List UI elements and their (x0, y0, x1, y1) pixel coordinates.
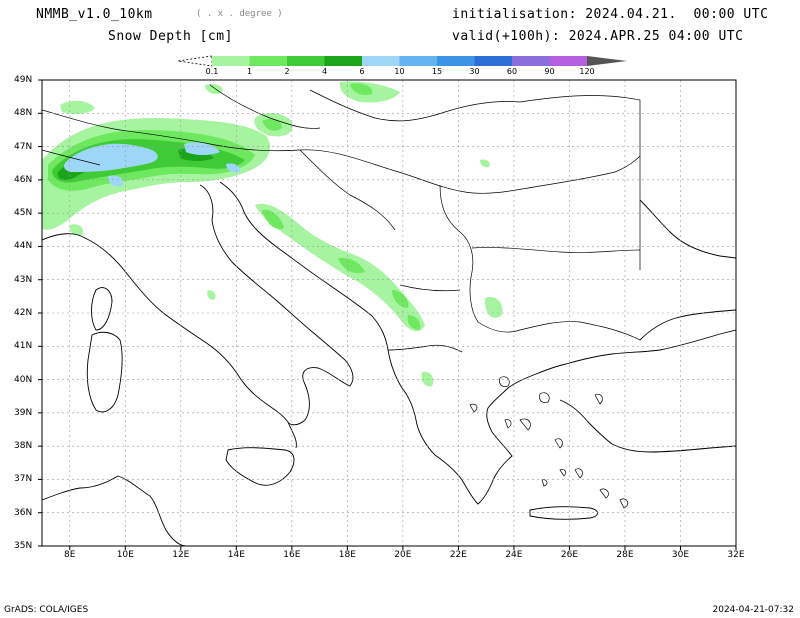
colorbar-tick-label: 30 (469, 67, 480, 76)
colorbar-swatch (212, 56, 250, 66)
colorbar-swatch (474, 56, 512, 66)
lon-label: 14E (227, 550, 245, 560)
colorbar-tick-label: 120 (579, 67, 595, 76)
lat-label: 48N (14, 108, 33, 119)
colorbar-swatch (512, 56, 550, 66)
lat-label: 47N (14, 141, 33, 152)
colorbar-tick-label: 60 (506, 67, 518, 76)
colorbar-swatch (362, 56, 400, 66)
lat-label: 36N (14, 507, 33, 518)
variable-title: Snow Depth [cm] (108, 29, 233, 44)
lat-label: 43N (14, 274, 33, 285)
timestamp-text: 2024-04-21-07:32 (712, 605, 795, 615)
colorbar-swatch (324, 56, 362, 66)
lon-label: 12E (172, 550, 190, 560)
lat-label: 49N (14, 75, 33, 85)
colorbar-tick-label: 10 (394, 67, 405, 76)
colorbar-tick-label: 4 (321, 67, 328, 76)
resolution-note: ( . x . degree ) (196, 9, 283, 19)
lon-label: 18E (338, 550, 356, 560)
lat-label: 35N (14, 541, 33, 551)
colorbar-swatch (549, 56, 587, 66)
colorbar-tick-label: 6 (359, 67, 365, 76)
lon-label: 16E (283, 550, 301, 560)
colorbar-swatch (399, 56, 437, 66)
credit-text: GrADS: COLA/IGES (4, 605, 89, 615)
colorbar-overflow (587, 56, 627, 66)
lat-label: 44N (14, 241, 33, 252)
colorbar-swatch (287, 56, 325, 66)
lat-label: 46N (14, 174, 33, 185)
colorbar-tick-label: 90 (544, 67, 555, 76)
lon-label: 22E (449, 550, 467, 560)
lon-label: 28E (616, 550, 634, 560)
lon-label: 8E (64, 550, 76, 560)
lon-label: 32E (727, 550, 745, 560)
lat-label: 40N (14, 374, 33, 385)
lon-label: 30E (671, 550, 690, 560)
lon-label: 24E (505, 550, 523, 560)
colorbar-swatch (249, 56, 287, 66)
snow-depth-field (42, 81, 503, 387)
lon-label: 26E (560, 550, 579, 560)
lat-label: 38N (14, 441, 33, 452)
islands (469, 376, 629, 509)
lat-label: 42N (14, 308, 33, 318)
colorbar-swatch (437, 56, 475, 66)
lat-label: 39N (14, 407, 33, 418)
colorbar-tick-label: 15 (431, 67, 443, 76)
valid-time: valid(+100h): 2024.APR.25 04:00 UTC (452, 29, 744, 44)
lon-label: 20E (394, 550, 412, 560)
colorbar-tick-label: 1 (246, 67, 253, 76)
lon-label: 10E (116, 550, 134, 560)
lat-label: 45N (14, 208, 33, 219)
init-time: initialisation: 2024.04.21. 00:00 UTC (452, 7, 769, 22)
colorbar-tick-label: 0.1 (205, 67, 219, 76)
graticule (42, 80, 736, 546)
colorbar-tick-label: 2 (284, 67, 290, 76)
coastline (42, 181, 736, 546)
lat-label: 41N (14, 341, 33, 352)
lat-label: 37N (14, 474, 33, 485)
model-title: NMMB_v1.0_10km (36, 7, 153, 22)
